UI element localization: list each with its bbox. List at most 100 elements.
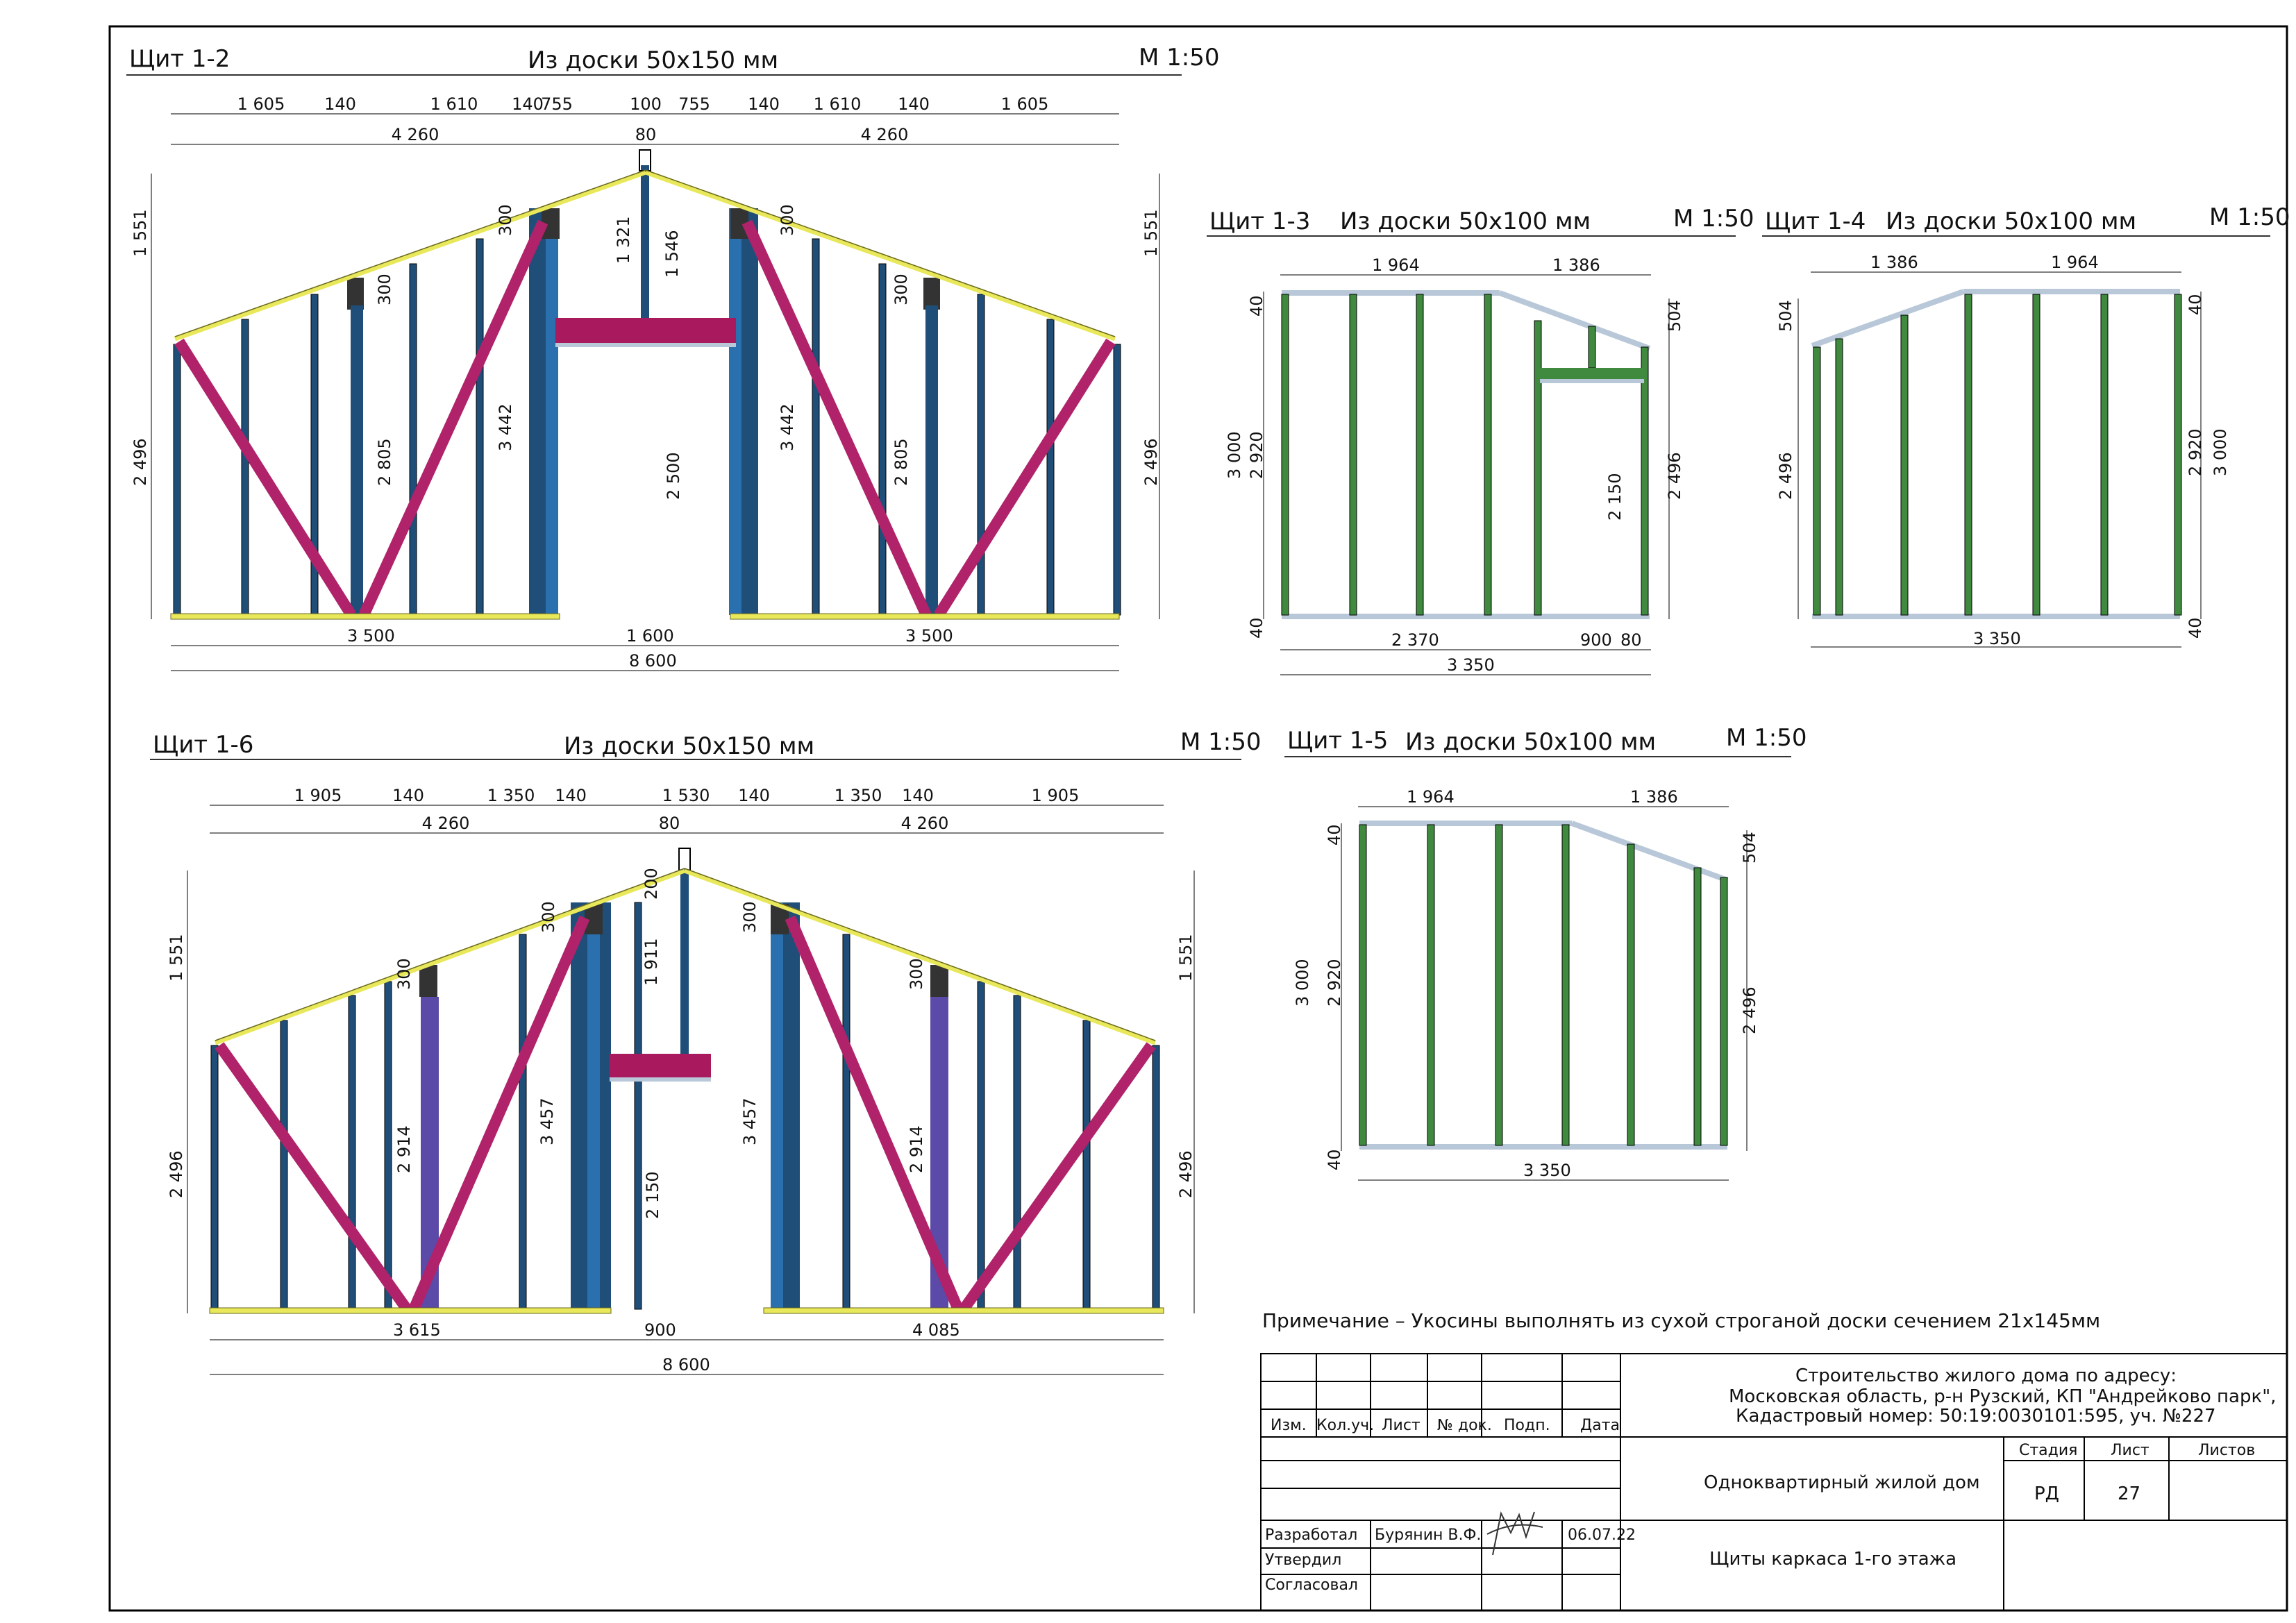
total-dim: 3 350 xyxy=(1447,655,1495,675)
role: Утвердил xyxy=(1265,1551,1341,1569)
dim-label: 4 260 xyxy=(861,125,909,144)
top-chord-edge xyxy=(174,169,646,337)
post xyxy=(351,305,363,615)
side-dim: 504 xyxy=(1665,300,1684,332)
stud xyxy=(1359,824,1367,1146)
panel-1-5-name: Щит 1-5 xyxy=(1287,727,1388,755)
dim-label: 755 xyxy=(678,94,710,114)
col-header: Лист xyxy=(1382,1417,1421,1434)
stud xyxy=(1693,867,1702,1146)
stud xyxy=(2032,294,2041,616)
top-dim-chain: 1 905 140 1 350 140 1 530 140 1 350 140 1 905 xyxy=(294,786,1080,805)
dim-label: 80 xyxy=(635,125,657,144)
stud xyxy=(1484,294,1492,616)
side-dim: 2 920 xyxy=(2186,428,2205,476)
top-dim: 1 386 xyxy=(1552,255,1600,275)
brace xyxy=(358,219,548,618)
side-dim: 40 xyxy=(2186,294,2205,315)
height-label: 1 551 xyxy=(167,934,186,982)
bottom-dim: 900 xyxy=(1580,630,1612,650)
height-label: 2 496 xyxy=(1141,438,1161,486)
panel-1-2-name: Щит 1-2 xyxy=(129,45,230,73)
height-label: 2 496 xyxy=(131,438,150,486)
stud xyxy=(2174,294,2182,616)
dim-label: 1 905 xyxy=(1032,786,1080,805)
inner-dim: 2 150 xyxy=(643,1171,662,1219)
panel-1-3-material: Из доски 50х100 мм xyxy=(1340,208,1591,235)
project-line: Кадастровый номер: 50:19:0030101:595, уч… xyxy=(1736,1406,2216,1427)
panel-1-5-scale: М 1:50 xyxy=(1726,724,1807,752)
dim-label: 755 xyxy=(541,94,573,114)
right-height-dims: 1 551 2 496 xyxy=(1141,174,1161,619)
panel-1-2-scale: М 1:50 xyxy=(1139,44,1220,72)
title-block-text: Строительство жилого дома по адресу: Мос… xyxy=(1265,1365,2276,1594)
side-dim: 2 496 xyxy=(1776,452,1795,500)
bottom-dim: 3 500 xyxy=(905,626,953,646)
title-block xyxy=(1260,1353,2288,1611)
studs xyxy=(210,902,1160,1310)
height-label: 2 496 xyxy=(167,1150,186,1198)
bottom-plate xyxy=(763,1307,1164,1314)
stud xyxy=(634,902,642,1310)
bottom-dim: 1 600 xyxy=(626,626,674,646)
side-dim: 2 920 xyxy=(1325,959,1344,1007)
dim-label: 140 xyxy=(748,94,780,114)
post-cap xyxy=(419,965,437,997)
panel-1-4-scale: М 1:50 xyxy=(2209,203,2290,231)
project-line: Строительство жилого дома по адресу: xyxy=(1795,1365,2177,1386)
side-dim: 2 920 xyxy=(1247,431,1266,479)
stud xyxy=(1534,320,1542,616)
stud xyxy=(1561,824,1570,1146)
stud xyxy=(1349,294,1357,616)
inner-dim: 300 xyxy=(394,958,414,990)
col-header: Подп. xyxy=(1504,1417,1550,1434)
inner-dim: 300 xyxy=(907,958,926,990)
sheet-frame xyxy=(108,25,2288,1612)
col-header: Кол.уч. xyxy=(1316,1417,1374,1434)
king-post xyxy=(587,902,600,1309)
top-plate xyxy=(1498,290,1651,351)
top-chord-edge xyxy=(684,868,1156,1041)
side-dim: 2 496 xyxy=(1665,452,1684,500)
height-label: 1 551 xyxy=(131,209,150,257)
bottom-dim: 3 500 xyxy=(347,626,395,646)
role: Разработал xyxy=(1265,1527,1357,1544)
inner-dims: 300 300 2 914 3 457 200 1 911 2 150 300 … xyxy=(394,868,926,1219)
top-dim: 1 386 xyxy=(1630,787,1678,807)
stud xyxy=(1588,326,1596,369)
stud xyxy=(977,294,985,616)
lintel-bottom xyxy=(610,1077,711,1082)
inner-dim: 200 xyxy=(642,868,661,900)
second-dim-chain: 4 260 80 4 260 xyxy=(392,125,909,144)
role: Согласовал xyxy=(1265,1576,1358,1594)
panel-1-6-scale: М 1:50 xyxy=(1180,728,1262,756)
height-label: 2 496 xyxy=(1176,1150,1196,1198)
side-dim: 3 000 xyxy=(1293,959,1312,1007)
top-dim: 1 964 xyxy=(1372,255,1420,275)
panel-1-6-name: Щит 1-6 xyxy=(153,731,253,759)
stage-value: РД xyxy=(2034,1483,2059,1504)
ridge-post xyxy=(680,869,689,1054)
panel-1-6-material: Из доски 50х150 мм xyxy=(564,732,814,760)
dim-label: 1 350 xyxy=(835,786,882,805)
stud xyxy=(1720,877,1728,1146)
inner-dim: 300 xyxy=(539,901,558,933)
stud xyxy=(519,934,527,1310)
stud xyxy=(280,1020,288,1310)
side-dim: 40 xyxy=(1325,1149,1344,1170)
lintel-bottom xyxy=(555,343,736,347)
dim-label: 1 605 xyxy=(237,94,285,114)
bottom-plate xyxy=(209,1307,612,1314)
dim-label: 140 xyxy=(392,786,424,805)
stud xyxy=(476,238,484,616)
brace xyxy=(741,219,932,618)
side-dim: 504 xyxy=(1740,832,1759,864)
stud xyxy=(1416,294,1424,616)
stud xyxy=(173,344,181,616)
stud xyxy=(1900,314,1909,616)
col-header: Дата xyxy=(1580,1417,1620,1434)
inner-dim: 2 150 xyxy=(1605,473,1625,521)
header-plate xyxy=(1540,379,1644,383)
bottom-dim: 900 xyxy=(644,1320,676,1340)
